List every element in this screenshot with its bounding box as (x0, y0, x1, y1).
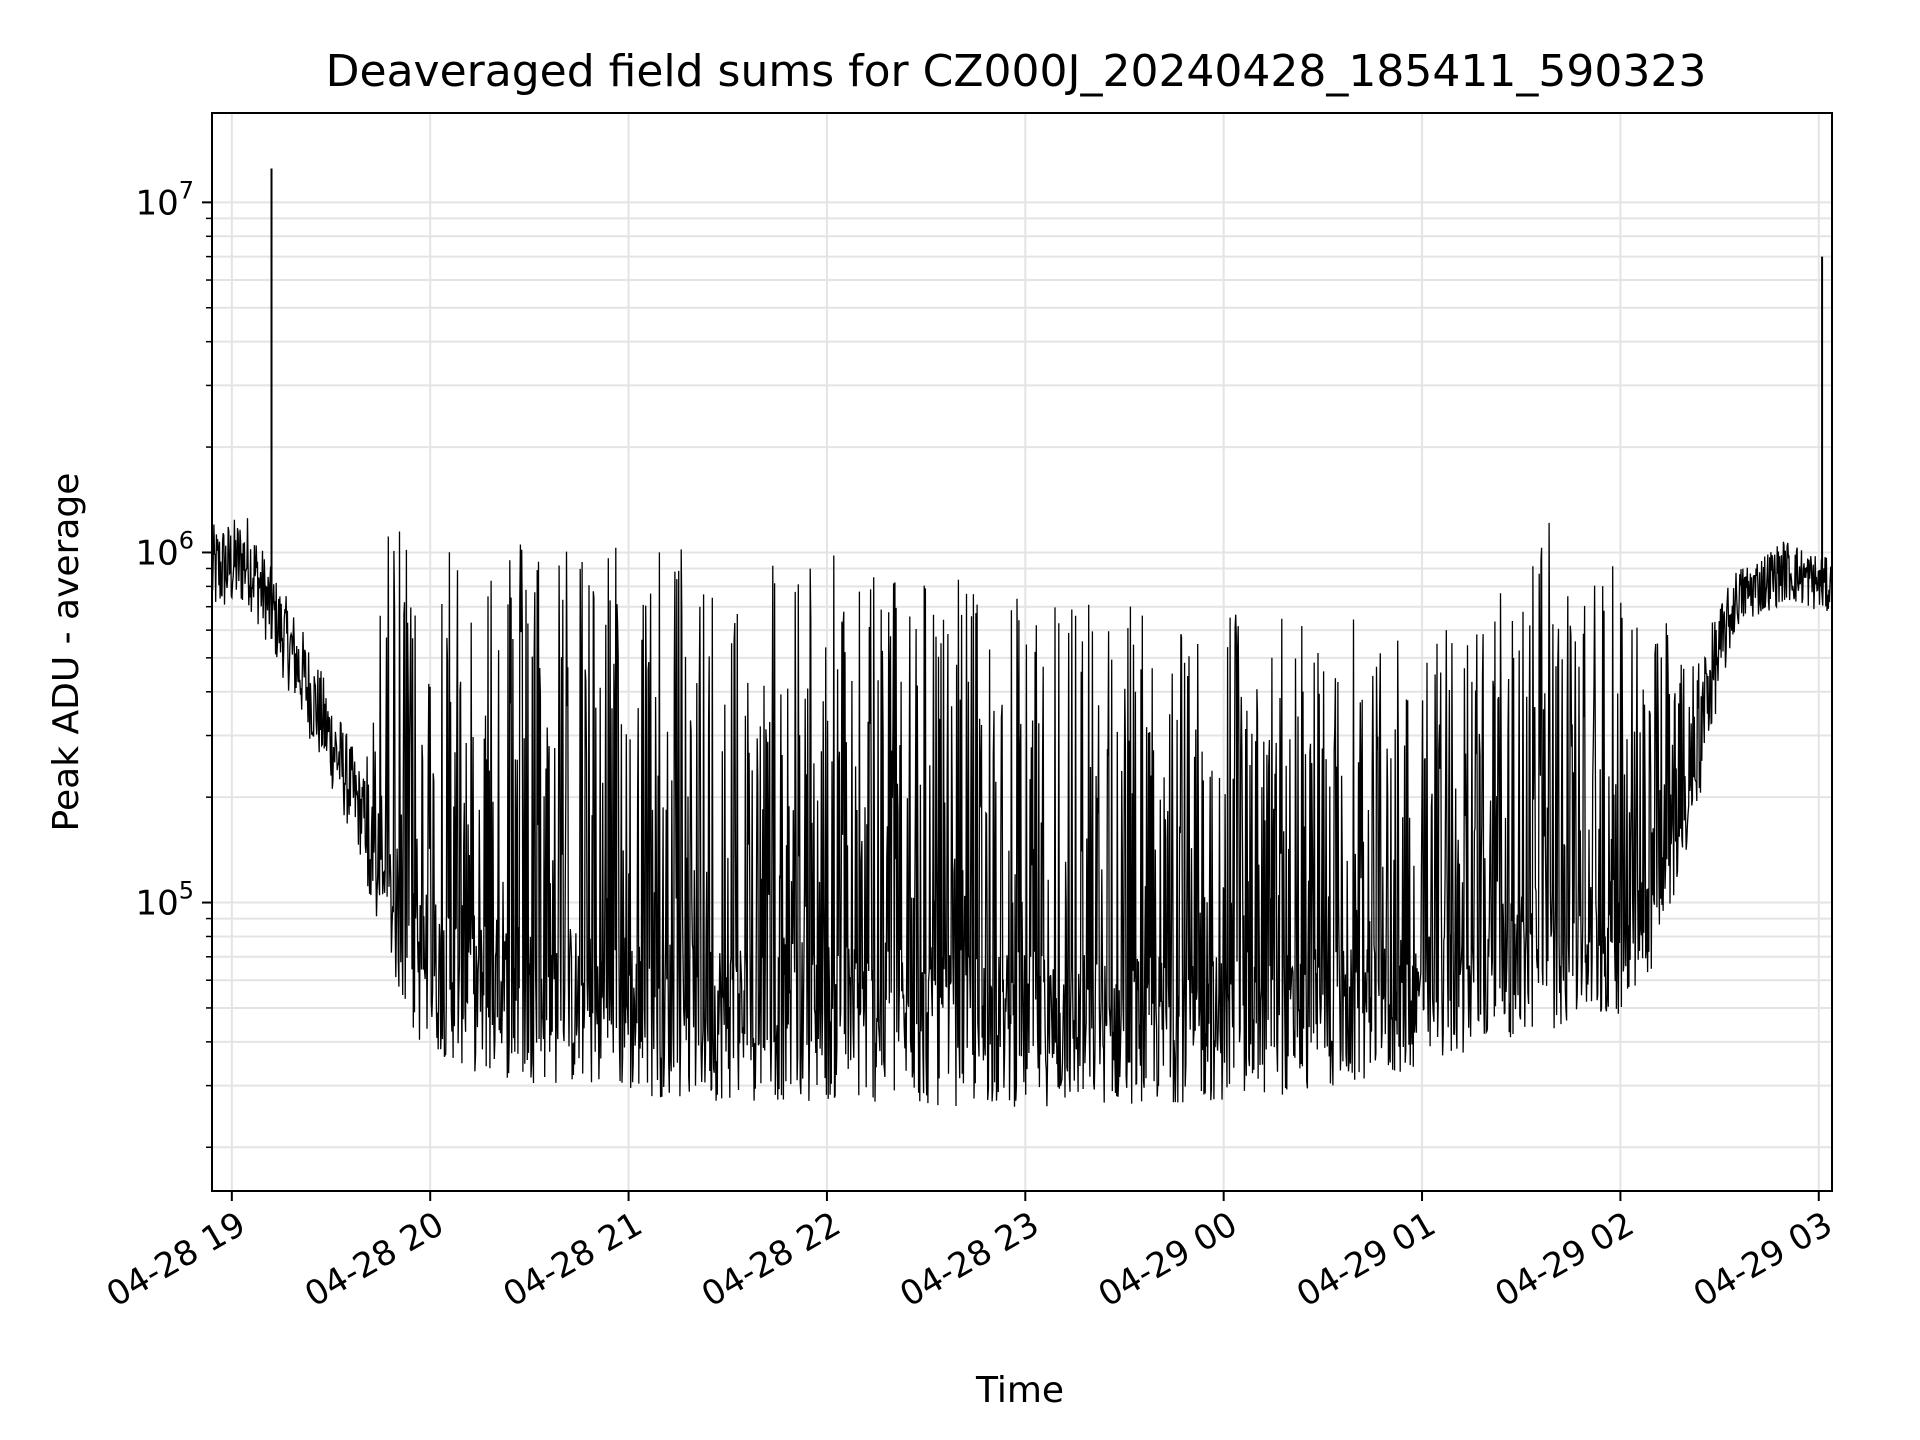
y-tick-label: 105 (135, 877, 194, 924)
y-axis-label: Peak ADU - average (46, 473, 87, 832)
y-tick-label: 107 (135, 176, 194, 223)
plot-frame (211, 112, 1833, 1192)
series-line (211, 518, 1833, 1107)
x-axis-label: Time (975, 1370, 1064, 1411)
plot-area (211, 168, 1833, 1107)
y-axis: 105 106 107 (135, 176, 212, 1149)
chart-title: Deaveraged field sums for CZ000J_2024042… (326, 46, 1707, 97)
y-tick-label: 106 (135, 526, 194, 573)
